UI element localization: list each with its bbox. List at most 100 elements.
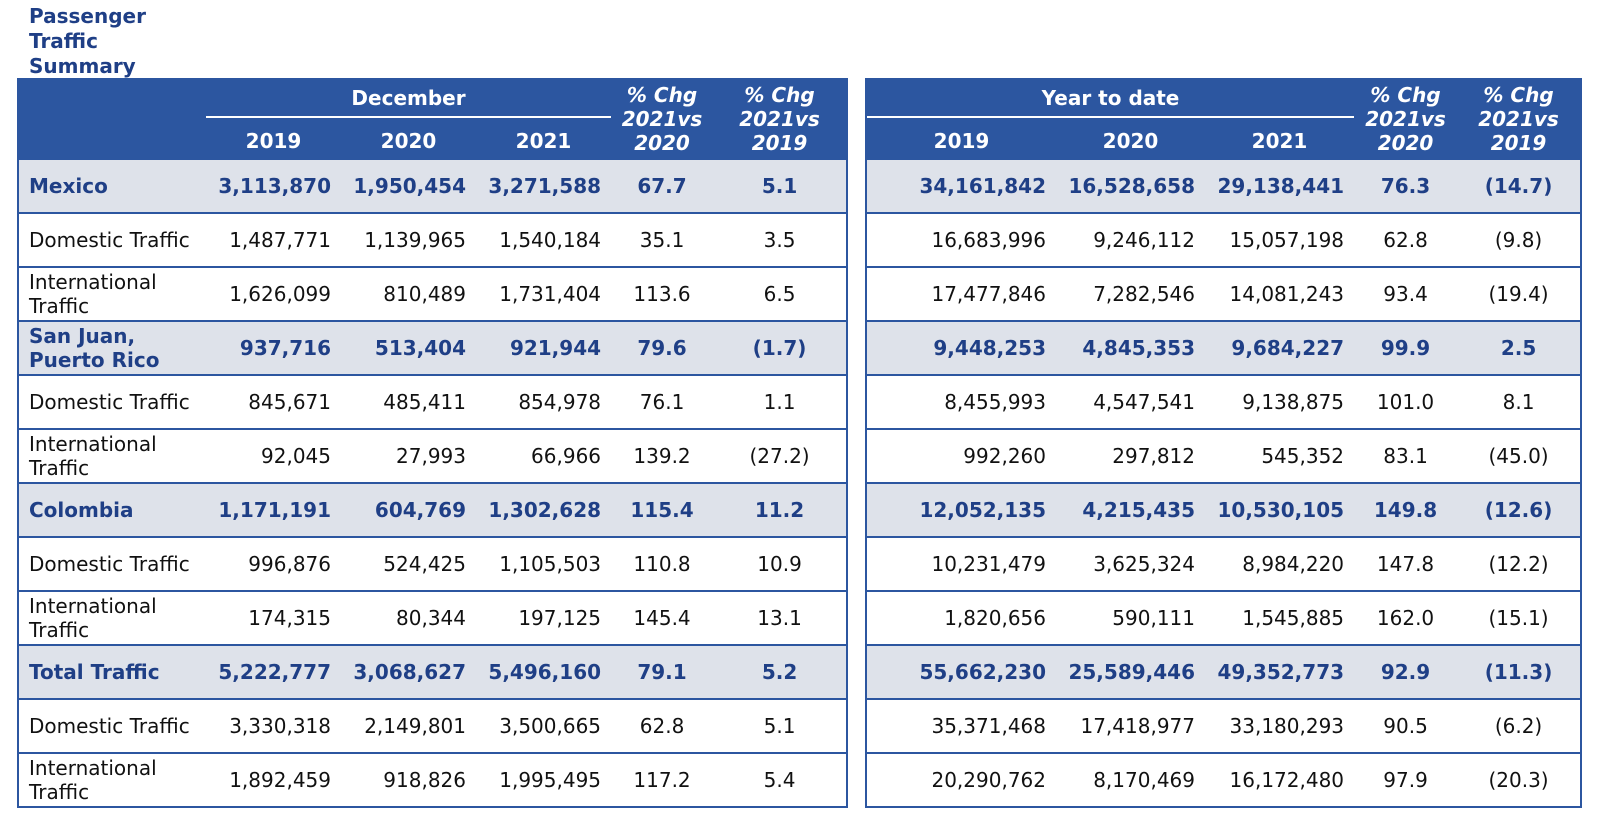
table-row: San Juan, Puerto Rico 937,716 513,404 921,9… (18, 320, 848, 375)
table-row: 17,477,846 7,282,546 14,081,243 93.4 (19.4) (866, 266, 1582, 321)
pct-change-cell: (1.7) (713, 320, 848, 375)
value-cell: 7,282,546 (1056, 266, 1205, 321)
pct-change-cell: 62.8 (1354, 212, 1458, 267)
value-cell: 49,352,773 (1205, 644, 1355, 699)
value-cell: 297,812 (1056, 428, 1205, 483)
table-row: Domestic Traffic 3,330,318 2,149,801 3,500,… (18, 698, 848, 753)
december-table-body: Mexico 3,113,870 1,950,454 3,271,588 67.7 5.1… (18, 158, 848, 807)
value-cell: 2,149,801 (341, 698, 476, 753)
pct-change-cell: 149.8 (1354, 482, 1458, 537)
header-year-2020: 2020 (341, 124, 476, 159)
value-cell: 5,222,777 (206, 644, 341, 699)
value-cell: 17,477,846 (866, 266, 1056, 321)
header-year-2021: 2021 (476, 124, 612, 159)
row-label: Colombia (18, 482, 206, 537)
table-row: Domestic Traffic 845,671 485,411 854,978 76.… (18, 374, 848, 429)
pct-change-cell: 147.8 (1354, 536, 1458, 591)
value-cell: 918,826 (341, 752, 476, 807)
pct-change-cell: (27.2) (713, 428, 848, 483)
value-cell: 66,966 (476, 428, 612, 483)
value-cell: 854,978 (476, 374, 612, 429)
pct-change-cell: (11.3) (1457, 644, 1582, 699)
pct-change-cell: 76.3 (1354, 158, 1458, 213)
value-cell: 1,820,656 (866, 590, 1056, 645)
table-row: 35,371,468 17,418,977 33,180,293 90.5 (6.2) (866, 698, 1582, 753)
table-row: 9,448,253 4,845,353 9,684,227 99.9 2.5 (866, 320, 1582, 375)
value-cell: 1,626,099 (206, 266, 341, 321)
pct-change-cell: 93.4 (1354, 266, 1458, 321)
pct-change-cell: 5.1 (713, 158, 848, 213)
pct-change-cell: 92.9 (1354, 644, 1458, 699)
value-cell: 16,172,480 (1205, 752, 1355, 807)
value-cell: 8,455,993 (866, 374, 1056, 429)
value-cell: 80,344 (341, 590, 476, 645)
pct-change-cell: 79.6 (611, 320, 714, 375)
value-cell: 27,993 (341, 428, 476, 483)
value-cell: 55,662,230 (866, 644, 1056, 699)
pct-change-cell: 101.0 (1354, 374, 1458, 429)
pct-change-cell: 162.0 (1354, 590, 1458, 645)
value-cell: 3,500,665 (476, 698, 612, 753)
value-cell: 1,487,771 (206, 212, 341, 267)
table-row: 10,231,479 3,625,324 8,984,220 147.8 (12.2) (866, 536, 1582, 591)
row-label: International Traffic (18, 752, 206, 807)
value-cell: 20,290,762 (866, 752, 1056, 807)
row-label: San Juan, Puerto Rico (18, 320, 206, 375)
table-row: Domestic Traffic 1,487,771 1,139,965 1,540,… (18, 212, 848, 267)
value-cell: 3,271,588 (476, 158, 612, 213)
pct-change-cell: 145.4 (611, 590, 714, 645)
table-row: International Traffic 1,626,099 810,489 1,7… (18, 266, 848, 321)
header-rule (867, 116, 1355, 118)
table-row: Total Traffic 5,222,777 3,068,627 5,496,160… (18, 644, 848, 699)
table-row: 12,052,135 4,215,435 10,530,105 149.8 (12.6) (866, 482, 1582, 537)
pct-change-cell: 13.1 (713, 590, 848, 645)
row-label: Domestic Traffic (18, 698, 206, 753)
value-cell: 12,052,135 (866, 482, 1056, 537)
pct-change-cell: 35.1 (611, 212, 714, 267)
pct-change-cell: 97.9 (1354, 752, 1458, 807)
table-row: International Traffic 174,315 80,344 197,12… (18, 590, 848, 645)
value-cell: 590,111 (1056, 590, 1205, 645)
value-cell: 5,496,160 (476, 644, 612, 699)
pct-change-cell: (20.3) (1457, 752, 1582, 807)
pct-change-cell: 83.1 (1354, 428, 1458, 483)
row-label: Domestic Traffic (18, 374, 206, 429)
header-blank (18, 79, 206, 124)
value-cell: 513,404 (341, 320, 476, 375)
table-row: 1,820,656 590,111 1,545,885 162.0 (15.1) (866, 590, 1582, 645)
value-cell: 1,545,885 (1205, 590, 1355, 645)
value-cell: 15,057,198 (1205, 212, 1355, 267)
pct-change-cell: 10.9 (713, 536, 848, 591)
pct-change-cell: 8.1 (1457, 374, 1582, 429)
value-cell: 604,769 (341, 482, 476, 537)
header-pct-chg-vs-2020: % Chg 2021vs 2020 (611, 79, 714, 159)
table-row: 55,662,230 25,589,446 49,352,773 92.9 (11.3) (866, 644, 1582, 699)
value-cell: 1,892,459 (206, 752, 341, 807)
value-cell: 3,068,627 (341, 644, 476, 699)
pct-change-cell: 62.8 (611, 698, 714, 753)
row-label: Mexico (18, 158, 206, 213)
value-cell: 14,081,243 (1205, 266, 1355, 321)
pct-change-cell: 5.4 (713, 752, 848, 807)
value-cell: 937,716 (206, 320, 341, 375)
value-cell: 17,418,977 (1056, 698, 1205, 753)
table-row: Domestic Traffic 996,876 524,425 1,105,503 1… (18, 536, 848, 591)
pct-change-cell: (6.2) (1457, 698, 1582, 753)
row-label: International Traffic (18, 266, 206, 321)
value-cell: 921,944 (476, 320, 612, 375)
pct-change-cell: 139.2 (611, 428, 714, 483)
value-cell: 8,984,220 (1205, 536, 1355, 591)
pct-change-cell: 67.7 (611, 158, 714, 213)
page-title: Passenger Traffic Summary (29, 4, 146, 78)
pct-change-cell: (19.4) (1457, 266, 1582, 321)
table-row: International Traffic 92,045 27,993 66,966 1… (18, 428, 848, 483)
value-cell: 3,330,318 (206, 698, 341, 753)
pct-change-cell: 11.2 (713, 482, 848, 537)
value-cell: 1,302,628 (476, 482, 612, 537)
value-cell: 1,540,184 (476, 212, 612, 267)
value-cell: 9,138,875 (1205, 374, 1355, 429)
pct-change-cell: 6.5 (713, 266, 848, 321)
value-cell: 485,411 (341, 374, 476, 429)
header-year-2020: 2020 (1056, 124, 1205, 159)
value-cell: 92,045 (206, 428, 341, 483)
